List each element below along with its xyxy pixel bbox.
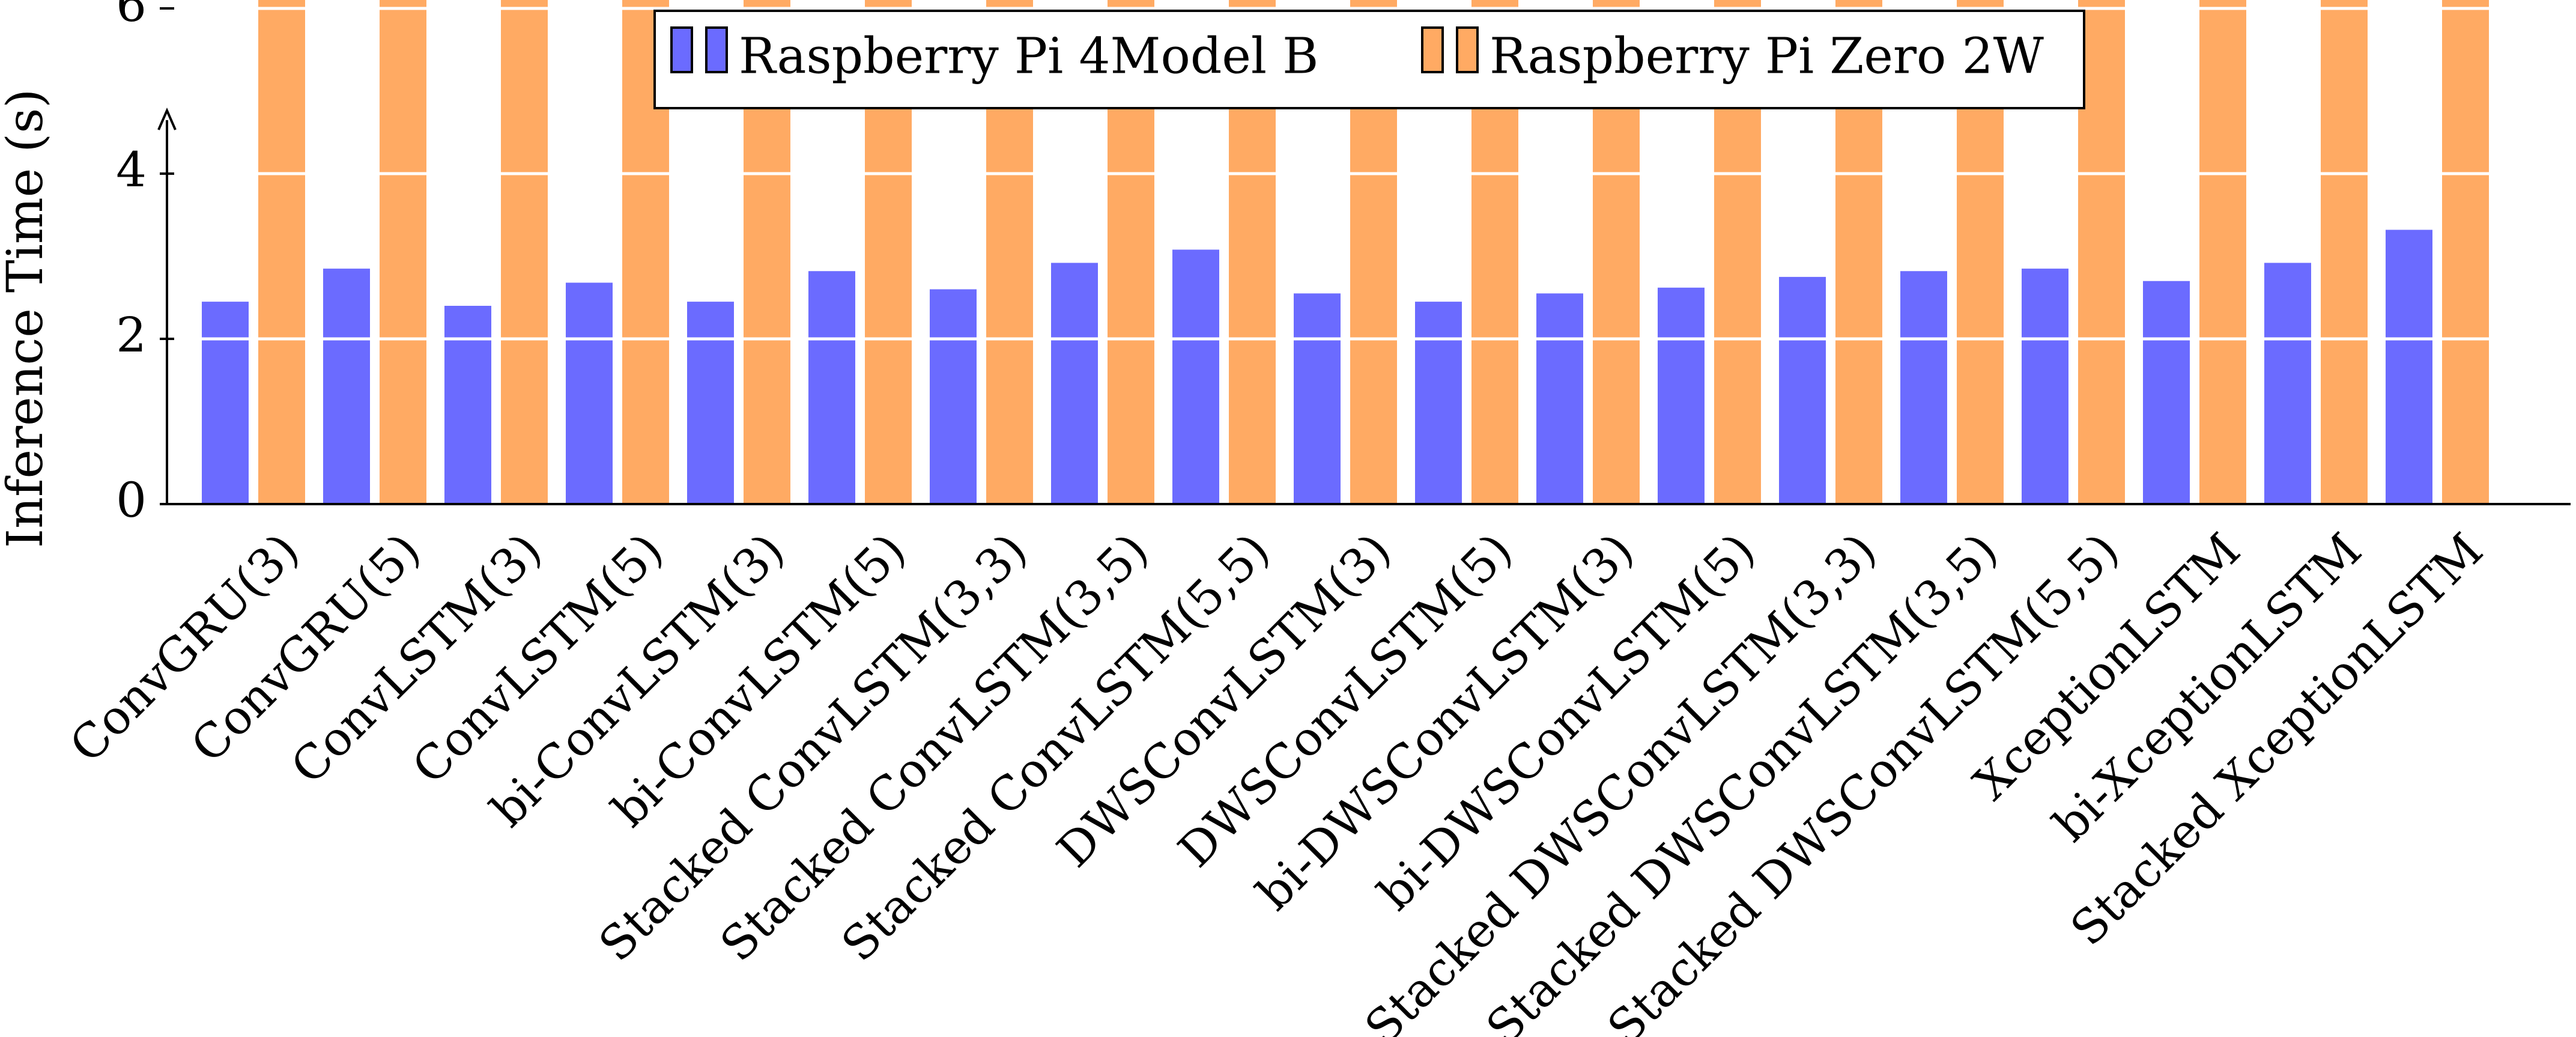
y-tick-label: 6	[116, 0, 147, 32]
y-axis-arrow	[157, 108, 177, 130]
bar-pi4-18	[2264, 263, 2311, 504]
y-tick-label: 4	[116, 142, 147, 198]
bar-pi4-17	[2143, 281, 2190, 504]
bar-zero2w-1	[258, 0, 305, 504]
bar-pi4-3	[444, 306, 491, 504]
bar-pi4-11	[1415, 302, 1462, 504]
bars-layer	[202, 0, 2489, 504]
bar-zero2w-3	[501, 0, 548, 504]
bar-pi4-16	[2022, 269, 2068, 504]
legend-pi4-swatch	[670, 26, 693, 73]
bar-zero2w-19	[2442, 0, 2489, 504]
bar-pi4-2	[323, 269, 370, 504]
legend-box	[653, 10, 2085, 109]
bar-pi4-15	[1900, 271, 1947, 504]
legend-pi4-swatch	[705, 26, 728, 73]
bar-zero2w-18	[2321, 0, 2368, 504]
bar-pi4-14	[1779, 276, 1826, 504]
y-tick-labels: 02468	[116, 0, 147, 528]
bar-zero2w-17	[2199, 0, 2246, 504]
bar-pi4-12	[1536, 293, 1583, 504]
bar-zero2w-16	[2078, 0, 2125, 504]
bar-pi4-5	[687, 302, 734, 504]
bar-zero2w-2	[380, 0, 426, 504]
y-axis-label: Inference Time (s)	[0, 89, 54, 548]
axes-layer	[157, 7, 2571, 505]
legend-zero2w-label: Raspberry Pi Zero 2W	[1490, 28, 2044, 85]
bar-pi4-8	[1051, 263, 1098, 504]
legend-pi4-label: Raspberry Pi 4Model B	[739, 28, 1318, 85]
bar-pi4-13	[1658, 287, 1705, 504]
legend: Raspberry Pi 4Model B Raspberry Pi Zero 2…	[653, 10, 2085, 109]
bar-pi4-1	[202, 302, 249, 504]
x-tick-labels: ConvGRU(3)ConvGRU(5)ConvLSTM(3)ConvLSTM(…	[60, 523, 2494, 1037]
bar-pi4-7	[930, 289, 977, 504]
bar-pi4-6	[808, 271, 855, 504]
legend-zero2w-swatch	[1421, 26, 1444, 73]
legend-zero2w-swatch	[1456, 26, 1479, 73]
y-tick-label: 0	[116, 472, 147, 528]
bar-pi4-19	[2386, 230, 2432, 504]
gridlines-layer	[167, 7, 2571, 341]
bar-pi4-9	[1172, 249, 1219, 504]
bar-pi4-10	[1294, 293, 1341, 504]
bar-pi4-4	[566, 282, 613, 504]
y-tick-label: 2	[116, 307, 147, 363]
